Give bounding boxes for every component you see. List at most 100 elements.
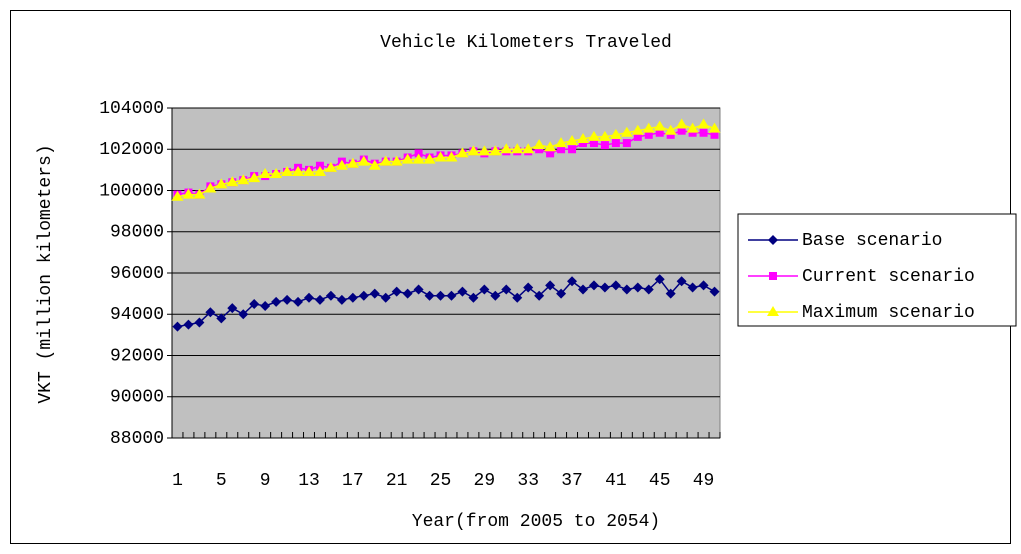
legend-marker: [767, 306, 779, 316]
series-marker: [402, 288, 413, 299]
series-marker: [522, 143, 535, 154]
series-marker: [479, 284, 490, 295]
series-marker: [303, 165, 315, 176]
series-marker: [293, 296, 304, 307]
series-marker: [314, 294, 325, 305]
series-marker: [523, 282, 534, 293]
series-marker: [500, 143, 513, 154]
series-marker: [566, 135, 579, 145]
series-marker: [578, 284, 588, 295]
legend-label: Maximum scenario: [802, 303, 975, 323]
series-marker: [271, 296, 282, 307]
series-marker: [598, 130, 611, 141]
y-tick-label: 94000: [110, 305, 164, 325]
series-marker: [324, 161, 337, 172]
x-tick-label: 9: [260, 471, 271, 491]
series-marker: [391, 286, 402, 297]
series-marker: [644, 130, 653, 139]
series-marker: [248, 172, 261, 183]
series-marker: [423, 153, 436, 164]
series-marker: [567, 276, 578, 287]
x-tick-label: 13: [298, 471, 320, 491]
series-marker: [315, 161, 324, 170]
series-marker: [379, 155, 392, 166]
series-marker: [369, 288, 380, 299]
series-marker: [489, 145, 502, 156]
series-marker: [368, 159, 381, 170]
series-marker: [653, 120, 666, 131]
series-marker: [512, 292, 523, 303]
series-marker: [698, 280, 709, 291]
y-tick-label: 96000: [110, 264, 164, 284]
x-tick-label: 45: [649, 471, 671, 491]
series-marker: [654, 274, 665, 285]
series-marker: [401, 153, 414, 164]
series-marker: [457, 286, 468, 297]
series-marker: [620, 126, 633, 137]
series-marker: [568, 145, 577, 154]
series-marker: [249, 298, 260, 309]
x-tick-label: 33: [517, 471, 539, 491]
series-marker: [643, 284, 654, 295]
y-tick-label: 104000: [99, 99, 164, 119]
series-marker: [270, 168, 283, 178]
series-marker: [456, 147, 469, 158]
x-tick-label: 21: [386, 471, 408, 491]
series-marker: [336, 294, 347, 305]
series-marker: [710, 130, 719, 139]
series-marker: [445, 151, 458, 162]
series-marker: [347, 292, 358, 303]
series-marker: [238, 309, 249, 320]
series-marker: [688, 128, 697, 137]
series-marker: [677, 126, 686, 135]
series-marker: [358, 290, 369, 301]
series-marker: [193, 188, 206, 199]
series-marker: [709, 286, 720, 297]
series-marker: [414, 149, 423, 158]
series-marker: [183, 319, 194, 330]
series-marker: [172, 321, 183, 332]
series-marker: [642, 122, 655, 133]
y-tick-label: 88000: [110, 429, 164, 449]
series-marker: [468, 292, 479, 303]
series-marker: [631, 124, 644, 135]
series-marker: [435, 290, 446, 301]
series-marker: [205, 307, 216, 318]
series-marker: [699, 128, 708, 137]
series-marker: [664, 124, 677, 135]
series-marker: [237, 174, 250, 185]
series-marker: [478, 145, 491, 156]
series-marker: [304, 292, 314, 303]
series-marker: [281, 165, 294, 176]
y-tick-label: 100000: [99, 181, 164, 201]
series-marker: [511, 143, 524, 154]
y-tick-label: 92000: [110, 346, 164, 366]
y-tick-label: 90000: [110, 388, 164, 408]
legend-marker: [769, 272, 777, 280]
series-marker: [587, 130, 600, 141]
series-marker: [182, 188, 195, 199]
series-marker: [633, 132, 642, 141]
series-marker: [535, 145, 544, 154]
series-marker: [446, 290, 457, 301]
series-marker: [216, 313, 227, 324]
x-tick-label: 49: [693, 471, 715, 491]
series-marker: [227, 303, 238, 314]
x-tick-label: 1: [172, 471, 183, 491]
series-marker: [501, 284, 512, 295]
legend-box: [737, 213, 1017, 327]
series-marker: [325, 290, 336, 301]
series-marker: [687, 282, 698, 293]
series-marker: [215, 178, 228, 189]
series-marker: [335, 159, 348, 170]
series-marker: [490, 290, 501, 301]
series-marker: [259, 168, 272, 178]
series-marker: [655, 128, 664, 137]
series-marker: [632, 282, 643, 293]
series-marker: [666, 130, 675, 139]
series-marker: [413, 284, 424, 295]
series-marker: [610, 280, 621, 291]
legend-label: Base scenario: [802, 231, 942, 251]
series-marker: [390, 155, 403, 166]
